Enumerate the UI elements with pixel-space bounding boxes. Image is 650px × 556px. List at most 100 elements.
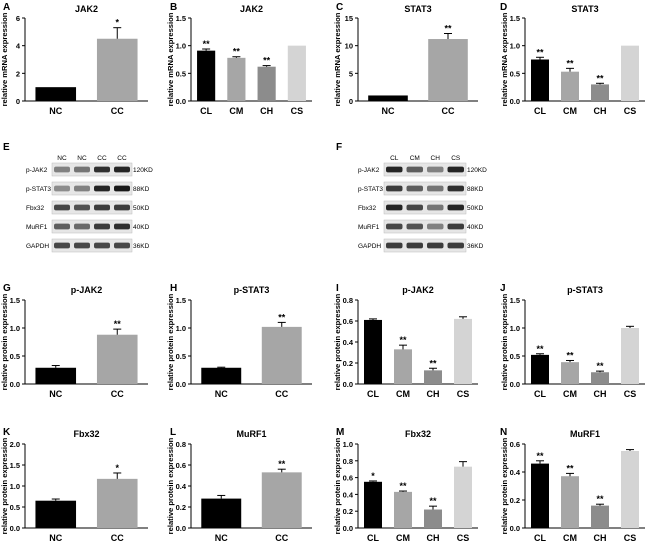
y-tick-label: 0.5 <box>510 69 520 78</box>
molecular-weight-label: 40KD <box>467 224 484 231</box>
x-tick-label: CH <box>427 389 440 399</box>
panel-letter: K <box>3 427 11 438</box>
y-tick-label: 0.5 <box>176 352 186 361</box>
significance-marker: ** <box>399 335 407 345</box>
x-tick-label: CS <box>457 533 470 543</box>
y-tick-label: 1.5 <box>10 461 20 470</box>
lane-label: CS <box>451 155 461 162</box>
x-tick-label: NC <box>215 389 228 399</box>
x-tick-label: NC <box>49 389 62 399</box>
x-tick-label: CL <box>534 106 546 116</box>
bar <box>35 87 77 101</box>
blot-band <box>114 166 130 173</box>
y-tick-label: 1.5 <box>176 14 186 23</box>
y-axis-label: relative protein expression <box>166 437 175 534</box>
x-tick-label: CS <box>291 106 304 116</box>
significance-marker: ** <box>203 39 211 49</box>
y-axis-label: relative mRNA expression <box>333 12 342 106</box>
x-tick-label: CC <box>111 389 124 399</box>
y-tick-label: 0.0 <box>343 524 353 533</box>
blot-strip <box>383 162 467 177</box>
y-tick-label: 0.6 <box>343 317 353 326</box>
blot-band <box>427 166 444 173</box>
blot-band <box>447 242 464 249</box>
x-tick-label: CH <box>427 533 440 543</box>
x-tick-label: CH <box>594 533 607 543</box>
y-axis-label: relative mRNA expression <box>166 12 175 106</box>
x-tick-label: CL <box>534 533 546 543</box>
x-tick-label: CM <box>563 533 577 543</box>
blot-band <box>94 204 110 211</box>
y-tick-label: 0.6 <box>510 440 520 449</box>
bar <box>591 505 609 528</box>
y-tick-label: 0.0 <box>10 524 20 533</box>
bar <box>257 66 276 101</box>
x-tick-label: NC <box>49 106 62 116</box>
y-tick-label: 0.2 <box>176 503 186 512</box>
panel-letter: J <box>500 283 506 294</box>
panel-letter: E <box>3 142 10 153</box>
x-tick-label: CM <box>563 106 577 116</box>
y-tick-label: 0.2 <box>343 507 353 516</box>
y-tick-label: 0.5 <box>10 503 20 512</box>
y-axis-label: relative protein expression <box>166 293 175 390</box>
blot-band <box>427 242 444 249</box>
blot-band <box>386 166 403 173</box>
bar <box>261 472 302 528</box>
y-tick-label: 0.8 <box>343 457 353 466</box>
blot-strip <box>383 238 467 253</box>
blot-band <box>94 185 110 192</box>
y-tick-label: 0.0 <box>510 97 520 106</box>
y-tick-label: 1.0 <box>176 324 186 333</box>
blot-band <box>114 223 130 230</box>
chart-panel-a: A JAK2 relative mRNA expression 0 2 4 6 NC * CC <box>0 2 148 116</box>
panel-letter: D <box>500 2 507 13</box>
y-tick-label: 1.5 <box>10 296 20 305</box>
chart-title: p-JAK2 <box>71 285 103 295</box>
significance-marker: ** <box>278 459 286 469</box>
molecular-weight-label: 36KD <box>133 243 150 250</box>
blot-band <box>406 223 423 230</box>
significance-marker: ** <box>596 73 604 83</box>
y-axis-label: relative protein expression <box>0 293 9 390</box>
panel-letter: C <box>336 2 343 13</box>
x-tick-label: CM <box>563 389 577 399</box>
x-tick-label: CH <box>260 106 273 116</box>
x-tick-label: CC <box>111 106 124 116</box>
blot-band <box>406 166 423 173</box>
blot-band <box>94 166 110 173</box>
bar <box>35 367 77 384</box>
bar <box>621 328 639 384</box>
x-tick-label: CH <box>594 389 607 399</box>
protein-label: GAPDH <box>358 243 381 250</box>
bar <box>35 500 77 528</box>
bar <box>287 45 306 101</box>
y-tick-label: 0.5 <box>510 352 520 361</box>
x-tick-label: CM <box>229 106 243 116</box>
molecular-weight-label: 88KD <box>467 186 484 193</box>
panel-letter: H <box>170 283 177 294</box>
blot-band <box>427 223 444 230</box>
bar <box>96 38 138 101</box>
y-axis-label: relative protein expression <box>500 293 509 390</box>
y-tick-label: 0.2 <box>510 496 520 505</box>
y-tick-label: 0.5 <box>10 352 20 361</box>
x-tick-label: CH <box>594 106 607 116</box>
bar <box>454 466 472 528</box>
bar <box>454 318 472 384</box>
y-tick-label: 0 <box>349 97 353 106</box>
bar <box>561 476 579 528</box>
lane-label: CC <box>117 155 127 162</box>
lane-label: NC <box>57 155 67 162</box>
bar <box>197 50 216 101</box>
bar <box>591 84 609 101</box>
panel-letter: A <box>3 2 10 13</box>
blot-band <box>427 204 444 211</box>
y-tick-label: 4 <box>16 42 21 51</box>
panel-letter: M <box>336 427 344 438</box>
y-tick-label: 0.6 <box>343 474 353 483</box>
significance-marker: * <box>115 18 119 28</box>
